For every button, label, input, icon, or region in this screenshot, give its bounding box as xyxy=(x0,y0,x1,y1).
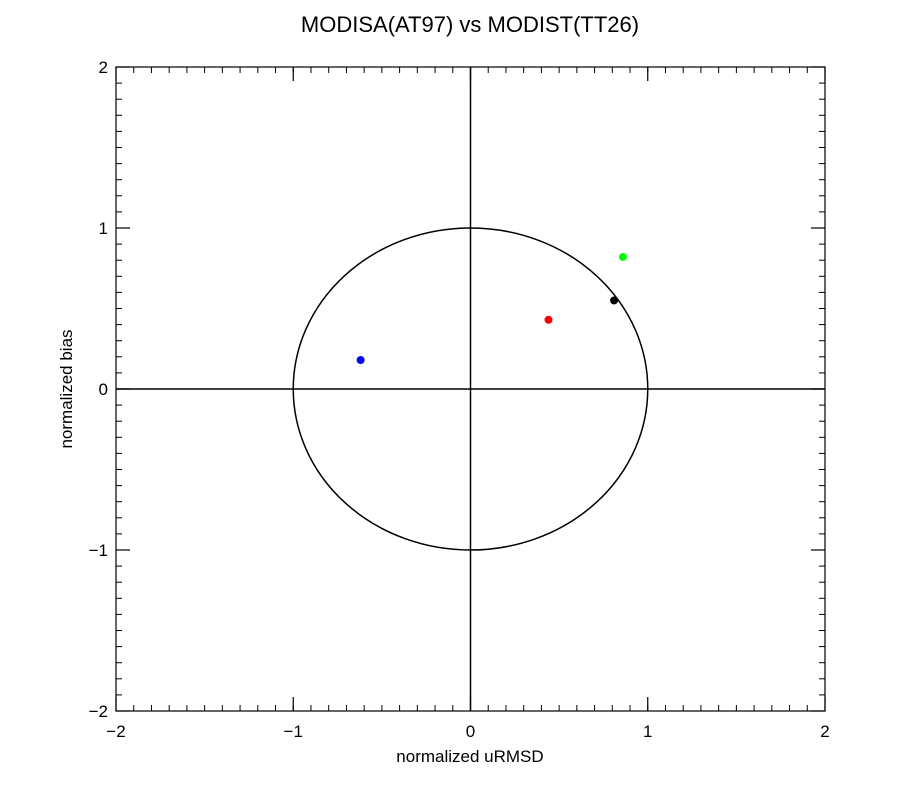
y-tick-label: −2 xyxy=(89,702,108,721)
y-axis-label: normalized bias xyxy=(57,329,76,448)
data-point xyxy=(544,315,553,324)
data-point xyxy=(356,356,365,365)
y-tick-label: −1 xyxy=(89,541,108,560)
data-point xyxy=(618,252,627,261)
reference-circle xyxy=(292,227,649,551)
y-tick-label: 1 xyxy=(99,219,108,238)
x-axis-label: normalized uRMSD xyxy=(396,747,543,766)
x-tick-label: −2 xyxy=(106,722,125,741)
tick-labels: −2 −1 0 1 2 −2 −1 0 1 2 xyxy=(89,58,830,741)
data-points xyxy=(356,252,627,365)
x-tick-label: 2 xyxy=(820,722,829,741)
x-tick-label: 0 xyxy=(466,722,475,741)
x-tick-label: 1 xyxy=(643,722,652,741)
y-tick-label: 0 xyxy=(99,380,108,399)
data-point xyxy=(610,296,619,305)
chart-title: MODISA(AT97) vs MODIST(TT26) xyxy=(301,12,639,37)
y-tick-label: 2 xyxy=(99,58,108,77)
x-tick-label: −1 xyxy=(284,722,303,741)
